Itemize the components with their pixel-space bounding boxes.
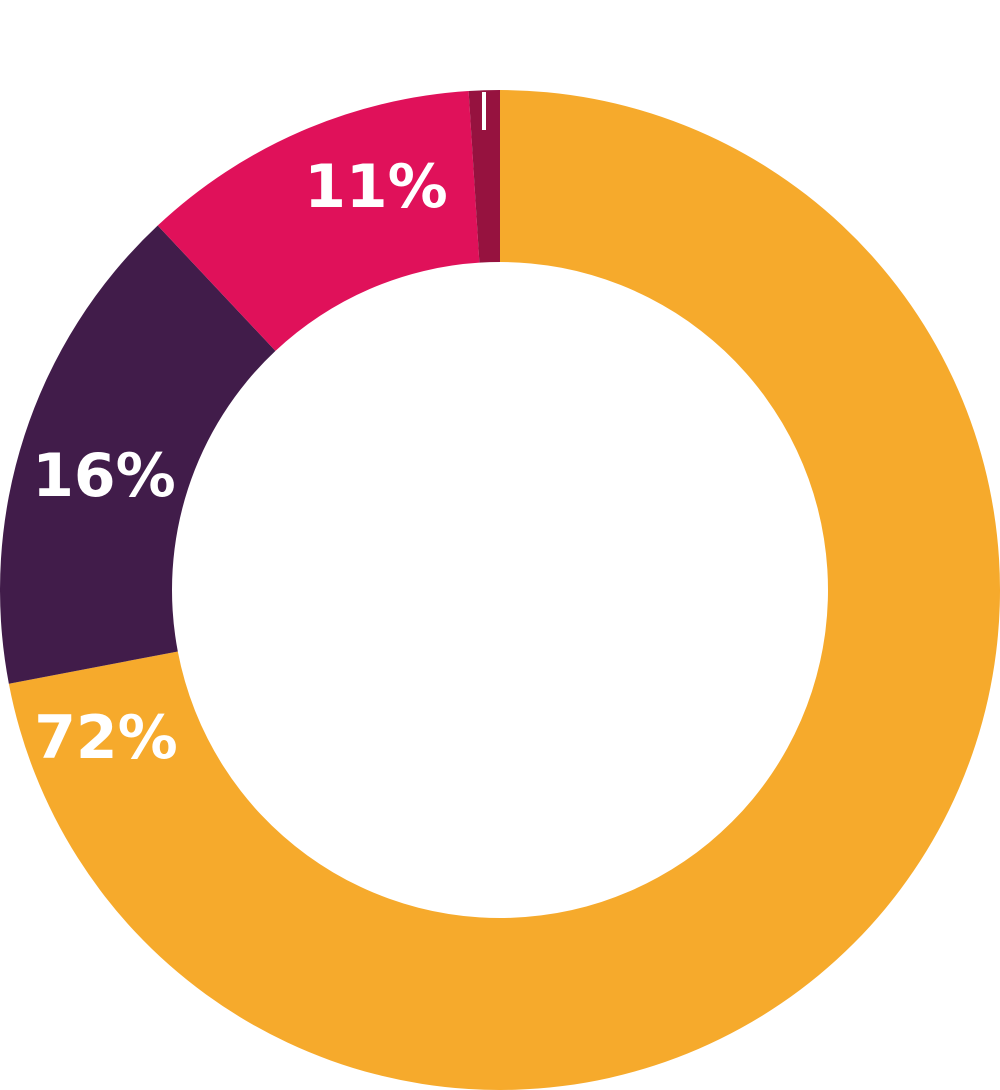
donut-slice-3 xyxy=(468,90,500,263)
tiny-slice-marker xyxy=(482,92,486,130)
labels-group: 72% 16% 11% xyxy=(32,152,448,773)
slice-label-16: 16% xyxy=(32,441,176,511)
donut-slice-2 xyxy=(157,90,480,351)
slices-group xyxy=(0,90,1000,1090)
donut-slice-1 xyxy=(0,225,276,684)
slice-label-72: 72% xyxy=(34,703,178,773)
slice-label-11: 11% xyxy=(304,152,448,222)
donut-slice-0 xyxy=(8,90,1000,1090)
